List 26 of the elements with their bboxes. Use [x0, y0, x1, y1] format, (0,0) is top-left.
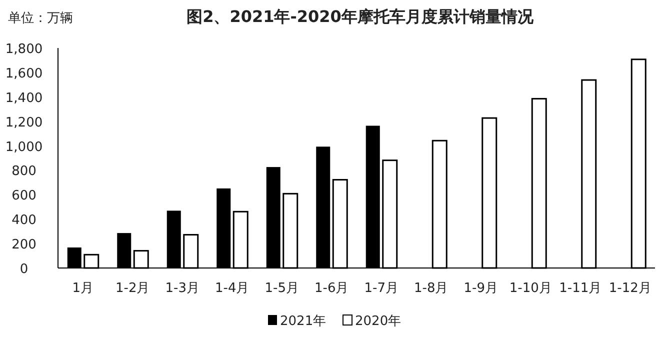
y-tick-label: 1,800 [5, 42, 43, 57]
y-tick-label: 1,000 [5, 140, 43, 155]
x-tick-label: 1-6月 [314, 281, 349, 296]
y-tick-label: 0 [20, 262, 28, 277]
chart-title: 图2、2021年-2020年摩托车月度累计销量情况 [186, 7, 534, 26]
x-tick-label: 1-8月 [414, 281, 448, 296]
x-tick-label: 1-12月 [608, 281, 652, 296]
x-tick-label: 1-10月 [509, 281, 552, 296]
y-tick-label: 1,400 [5, 90, 43, 106]
x-tick-label: 1-3月 [165, 281, 200, 296]
legend-label: 2020年 [355, 314, 402, 329]
x-tick-label: 1-4月 [215, 281, 250, 296]
y-tick-label: 800 [12, 164, 36, 180]
y-tick-label: 600 [12, 188, 36, 204]
y-tick-label: 200 [12, 238, 36, 253]
legend-label: 2021年 [280, 314, 326, 329]
y-tick-label: 400 [12, 213, 36, 228]
x-tick-label: 1-5月 [264, 281, 299, 296]
x-tick-label: 1-9月 [464, 281, 498, 296]
x-tick-label: 1月 [72, 281, 94, 296]
y-tick-label: 1,200 [5, 115, 43, 130]
text: 单位：万辆 [8, 11, 73, 26]
x-tick-label: 1-11月 [559, 281, 602, 296]
x-tick-label: 1-7月 [364, 281, 398, 296]
y-tick-label: 1,600 [5, 66, 43, 82]
x-tick-label: 1-2月 [116, 281, 150, 296]
